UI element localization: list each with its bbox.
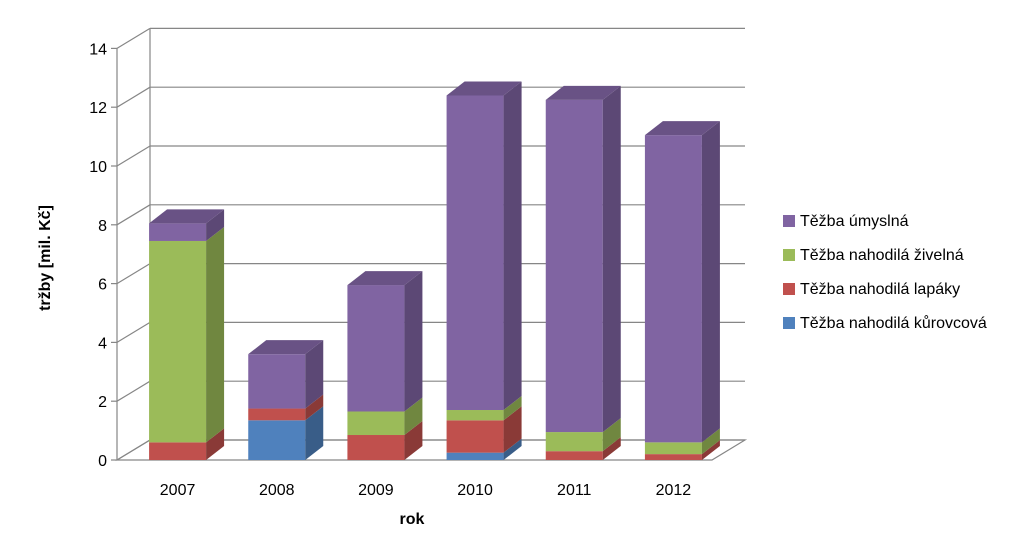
- bar-segment: [347, 285, 405, 412]
- bar-segment-side: [206, 209, 225, 241]
- bar-segment: [446, 420, 504, 453]
- bar-stack-2009: [347, 271, 423, 460]
- x-tick-label: 2010: [457, 482, 493, 499]
- gridline-side: [116, 439, 151, 461]
- bar-segment-side: [305, 394, 324, 421]
- legend-swatch: [783, 215, 795, 227]
- legend-label: Těžba úmyslná: [800, 213, 909, 230]
- bar-segment-side: [701, 428, 720, 455]
- bar-segment-side: [503, 396, 522, 421]
- legend-label: Těžba nahodilá kůrovcová: [800, 314, 987, 332]
- bars: [149, 81, 720, 460]
- bar-stack-2008: [248, 340, 324, 460]
- bar-stack-2012: [644, 121, 720, 460]
- bar-segment-side: [701, 440, 720, 460]
- bar-segment: [545, 99, 603, 433]
- bar-segment: [644, 454, 702, 460]
- bar-segment: [149, 240, 207, 443]
- legend-label: Těžba nahodilá živelná: [800, 247, 964, 264]
- x-tick-label: 2007: [160, 482, 196, 499]
- legend-swatch: [783, 283, 795, 295]
- bar-stack-2011: [545, 85, 621, 460]
- y-tick-label: 0: [98, 453, 107, 470]
- bar-top: [644, 121, 720, 136]
- gridline-side: [116, 263, 151, 285]
- y-tick-label: 4: [98, 335, 107, 352]
- legend-swatch: [783, 317, 795, 329]
- bar-segment-side: [602, 437, 621, 460]
- gridline-side: [116, 27, 151, 49]
- bar-segment-side: [404, 421, 423, 460]
- bar-segment: [545, 451, 603, 460]
- gridline-side: [116, 321, 151, 343]
- y-tick-label: 10: [89, 159, 107, 176]
- x-tick-label: 2011: [557, 482, 592, 499]
- gridline-side: [116, 86, 151, 108]
- gridline-side: [116, 380, 151, 402]
- bar-segment: [248, 420, 306, 460]
- x-tick-label: 2012: [656, 482, 692, 499]
- bar-segment: [347, 435, 405, 460]
- bar-segment-side: [305, 406, 324, 460]
- bar-segment: [446, 452, 504, 460]
- legend-swatch: [783, 249, 795, 261]
- bar-segment: [347, 411, 405, 436]
- legend: Těžba úmyslná Těžba nahodilá živelná Těžba…: [783, 213, 987, 332]
- x-tick-label: 2009: [358, 482, 394, 499]
- bar-stack-2010: [446, 81, 522, 460]
- bar-segment-side: [206, 226, 225, 443]
- bar-segment: [545, 432, 603, 452]
- bar-segment: [644, 442, 702, 455]
- bar-top: [248, 340, 324, 355]
- bar-segment: [149, 442, 207, 460]
- gridline-side: [116, 204, 151, 226]
- bar-segment: [644, 135, 702, 443]
- bar-segment-side: [503, 406, 522, 453]
- bar-stack-2007: [149, 209, 225, 460]
- bar-segment-side: [305, 340, 324, 409]
- x-axis-title: rok: [400, 511, 425, 528]
- bar-segment-side: [503, 438, 522, 460]
- bar-segment-side: [701, 121, 720, 443]
- bar-segment: [446, 410, 504, 421]
- y-axis-ticks: 0 2 4 6 8 10 12 14: [89, 41, 107, 470]
- y-tick-label: 12: [89, 100, 107, 117]
- bar-segment-side: [602, 85, 621, 433]
- bar-segment-side: [602, 418, 621, 452]
- bar-segment-side: [206, 428, 225, 460]
- bar-segment-side: [503, 81, 522, 411]
- bar-top: [545, 85, 621, 100]
- bar-segment: [149, 223, 207, 241]
- bar-segment-side: [404, 271, 423, 412]
- bar-top: [446, 81, 522, 96]
- legend-label: Těžba nahodilá lapáky: [800, 281, 960, 298]
- x-tick-label: 2008: [259, 482, 295, 499]
- bar-segment-side: [404, 397, 423, 436]
- gridline-side: [116, 145, 151, 167]
- bar-segment: [248, 354, 306, 409]
- x-axis-ticks: 2007 2008 2009 2010 2011 2012: [160, 482, 692, 499]
- bar-segment: [248, 408, 306, 421]
- y-tick-label: 8: [98, 218, 107, 235]
- y-tick-label: 2: [98, 394, 107, 411]
- y-tick-label: 14: [89, 41, 107, 58]
- y-axis-title: tržby [mil. Kč]: [37, 205, 54, 311]
- bar-top: [347, 271, 423, 286]
- y-tick-label: 6: [98, 277, 107, 294]
- bar-top: [149, 209, 225, 224]
- bar-segment: [446, 95, 504, 411]
